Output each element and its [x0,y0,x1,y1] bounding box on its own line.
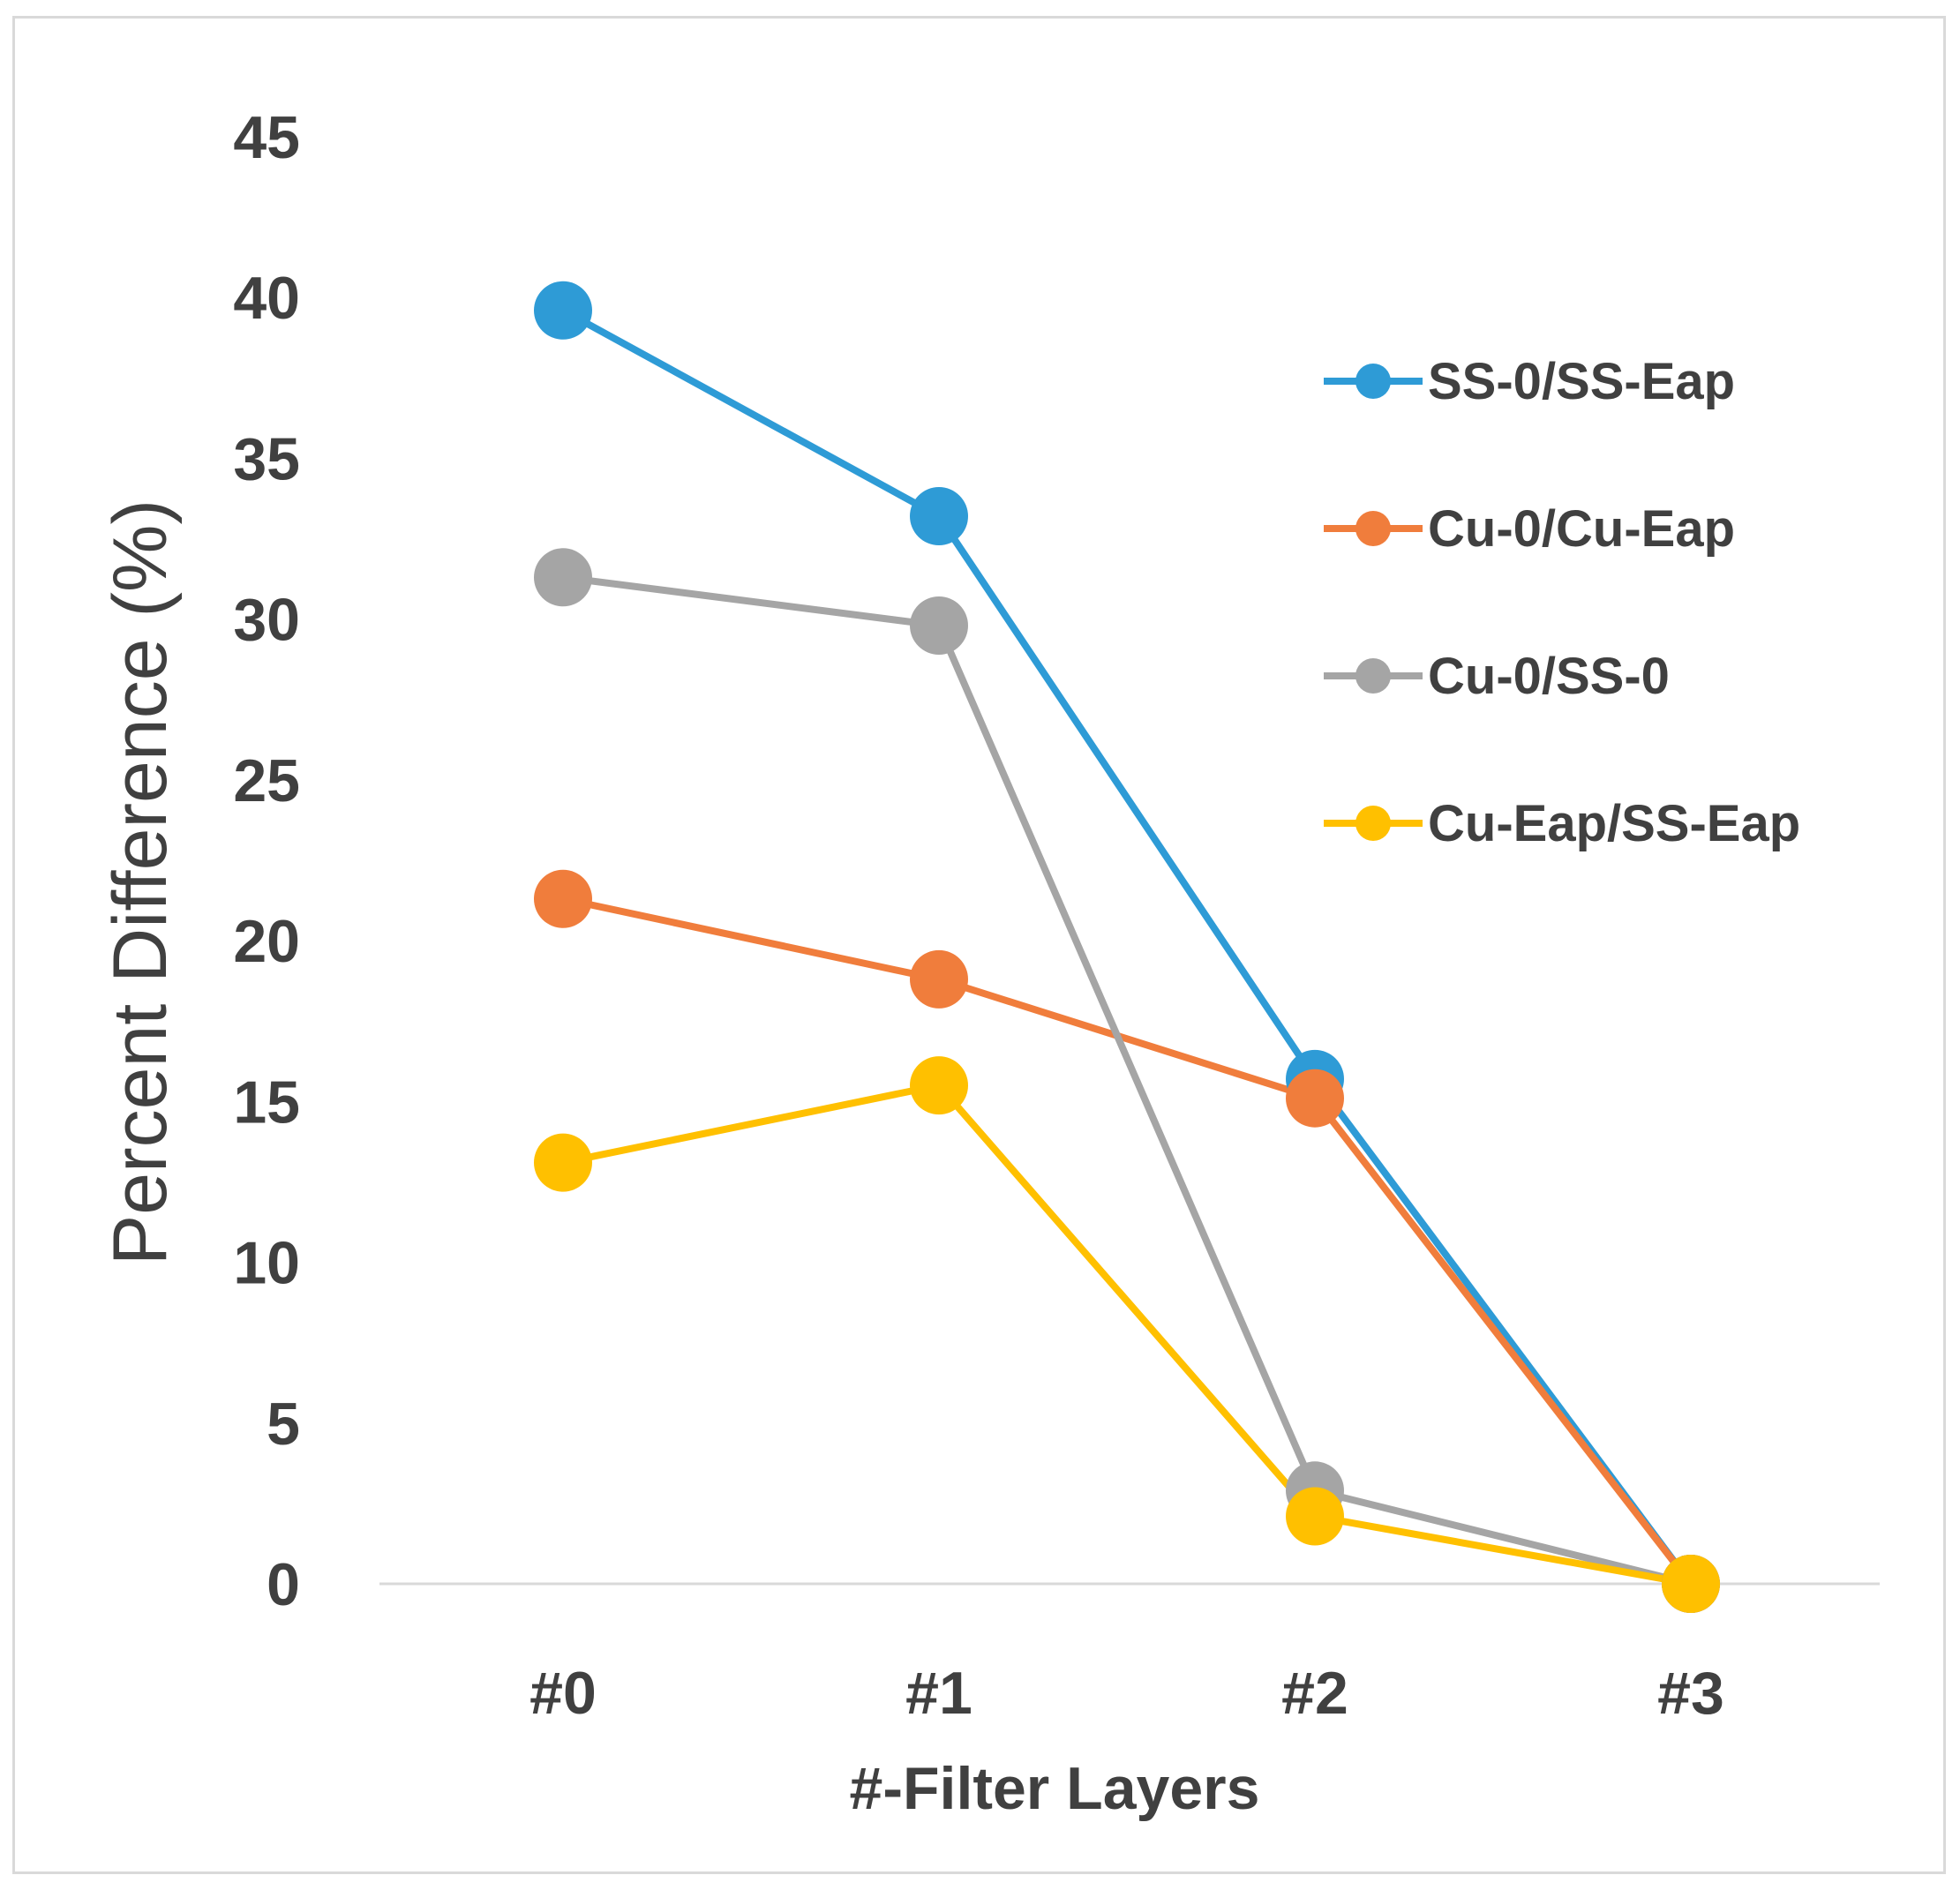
y-tick-label: 5 [267,1391,300,1458]
series-3-point [910,596,968,655]
series-1-point [534,281,592,340]
series-2-point [534,869,592,928]
legend-marker-swatch [1355,364,1391,399]
series-line-3 [562,574,1692,1587]
series-2-point [910,949,968,1009]
legend-marker-swatch [1355,806,1391,841]
series-line-2 [562,895,1694,1586]
series-4-point [534,1133,592,1192]
series-lines [561,307,1694,1587]
series-line-1 [561,307,1694,1586]
legend-entry: Cu-Eap/SS-Eap [1324,795,1800,852]
series-3-point [534,548,592,607]
y-tick-label: 45 [233,104,300,171]
y-tick-label: 10 [233,1230,300,1297]
series-line-4 [562,1082,1692,1587]
legend-entry: SS-0/SS-Eap [1324,353,1735,410]
y-tick-label: 40 [233,265,300,332]
y-axis-title: Percent Difference (%) [98,499,183,1265]
x-tick-label: #2 [1281,1660,1348,1727]
y-axis-ticks: 0 5 10 15 20 25 30 35 40 45 [233,104,300,1618]
y-tick-label: 25 [233,747,300,814]
y-tick-label: 20 [233,908,300,975]
series-4-point [1662,1555,1720,1613]
y-tick-label: 35 [233,425,300,492]
x-tick-label: #0 [529,1660,597,1727]
series-2-point [1286,1069,1344,1128]
series-points [534,281,1720,1613]
legend-label: Cu-Eap/SS-Eap [1428,795,1800,852]
x-tick-label: #1 [905,1660,972,1727]
y-tick-label: 0 [267,1551,300,1618]
legend: SS-0/SS-Eap Cu-0/Cu-Eap Cu-0/SS-0 Cu-Eap/SS… [1324,353,1800,852]
legend-entry: Cu-0/Cu-Eap [1324,500,1735,558]
x-axis-ticks: #0 #1 #2 #3 [529,1660,1724,1727]
series-4-point [910,1056,968,1115]
legend-label: SS-0/SS-Eap [1428,353,1735,410]
legend-label: Cu-0/SS-0 [1428,648,1670,705]
series-4-point [1286,1487,1344,1546]
legend-entry: Cu-0/SS-0 [1324,648,1670,705]
legend-marker-swatch [1355,511,1391,546]
x-axis-title: #-Filter Layers [850,1755,1260,1822]
y-tick-label: 30 [233,587,300,654]
series-1-point [910,487,968,546]
legend-marker-swatch [1355,658,1391,694]
legend-label: Cu-0/Cu-Eap [1428,500,1735,558]
y-tick-label: 15 [233,1069,300,1136]
x-tick-label: #3 [1657,1660,1724,1727]
